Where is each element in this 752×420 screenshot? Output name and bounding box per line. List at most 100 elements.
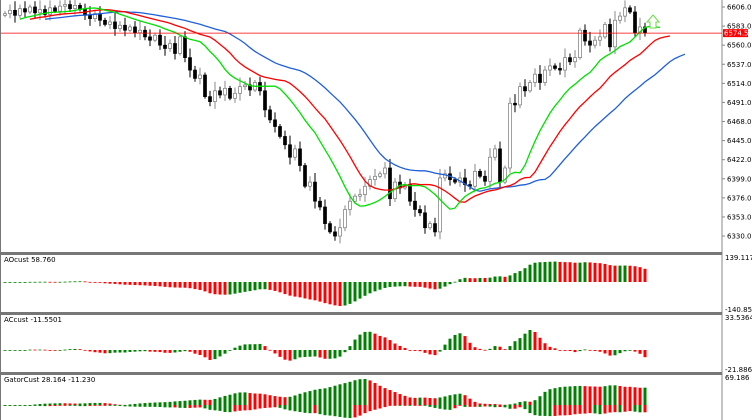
axis-tick-label: 6399.00 — [727, 175, 752, 183]
ao-bar — [223, 282, 227, 295]
axis-tick-label: 6560.00 — [727, 42, 752, 50]
ao-bar — [538, 262, 542, 282]
ao-bar — [418, 282, 422, 287]
bear-candle — [478, 170, 482, 177]
ao-bar — [98, 282, 102, 283]
gator-lower-bar — [468, 405, 472, 407]
ac-bar — [568, 350, 572, 352]
gator-lower-bar — [308, 405, 312, 414]
gator-lower-bar — [513, 405, 517, 409]
gator-lower-bar — [398, 405, 402, 406]
gator-lower-bar — [113, 405, 117, 406]
ao-bar — [83, 281, 87, 283]
bear-candle — [163, 44, 167, 49]
gator-upper-bar — [518, 401, 522, 405]
gator-lower-bar — [578, 405, 582, 414]
bear-candle — [313, 181, 317, 202]
gator-upper-bar — [208, 399, 212, 405]
ac-bar — [348, 346, 352, 350]
bear-candle — [193, 69, 197, 79]
bull-candle — [293, 148, 297, 158]
gator-upper-bar — [43, 403, 47, 405]
ao-bar — [243, 282, 247, 292]
ac-bar — [463, 336, 467, 350]
gator-upper-bar — [428, 398, 432, 405]
gator-upper-bar — [258, 393, 262, 405]
pane-separator — [0, 252, 722, 255]
gator-upper-bar — [78, 403, 82, 405]
ao-bar — [163, 282, 167, 287]
alligator-lips-line — [19, 7, 661, 210]
bear-candle — [283, 136, 287, 146]
gator-upper-bar — [418, 397, 422, 405]
gator-lower-bar — [3, 405, 7, 406]
ac-bar — [543, 343, 547, 350]
ac-bar — [303, 350, 307, 357]
gator-lower-bar — [38, 405, 42, 407]
ac-bar — [293, 350, 297, 360]
bull-candle — [428, 223, 432, 229]
gator-upper-bar — [83, 403, 87, 405]
bull-candle — [168, 43, 172, 49]
ac-bar — [178, 350, 182, 352]
ac-bar — [608, 350, 612, 356]
gator-max-label: 69.186 — [725, 374, 750, 382]
gator-lower-bar — [333, 405, 337, 417]
gator-upper-bar — [558, 387, 562, 405]
bull-candle — [48, 7, 52, 15]
gator-lower-bar — [73, 405, 77, 406]
ao-bar — [638, 267, 642, 282]
axis-tick-label: 6606.00 — [727, 4, 752, 12]
ac-bar — [73, 348, 77, 350]
ao-bar — [13, 282, 17, 283]
ac-bar — [108, 350, 112, 354]
bull-candle — [38, 9, 42, 14]
gator-upper-bar — [488, 404, 492, 405]
gator-upper-bar — [313, 389, 317, 405]
gator-upper-bar — [383, 388, 387, 405]
ao-bar — [473, 278, 477, 282]
bull-candle — [338, 227, 342, 237]
ao-bar — [73, 281, 77, 283]
gator-lower-bar — [353, 405, 357, 418]
gator-lower-bar — [263, 405, 267, 408]
gator-upper-bar — [93, 402, 97, 405]
gator-lower-bar — [363, 405, 367, 414]
bull-candle — [573, 57, 577, 63]
gator-lower-bar — [443, 405, 447, 410]
ac-bar — [448, 338, 452, 350]
gator-upper-bar — [618, 386, 622, 405]
ao-bar — [458, 279, 462, 282]
gator-upper-bar — [373, 383, 377, 405]
gator-upper-bar — [88, 403, 92, 405]
gator-upper-bar — [198, 399, 202, 405]
bull-candle — [353, 195, 357, 202]
gator-upper-bar — [193, 399, 197, 405]
gator-upper-bar — [303, 392, 307, 405]
bear-candle — [228, 87, 232, 99]
ac-bar — [8, 350, 12, 351]
gator-label: GatorCust 28.164 -11.230 — [4, 376, 95, 384]
ao-bar — [273, 282, 277, 291]
ao-bar — [363, 282, 367, 296]
gator-upper-bar — [368, 380, 372, 405]
gator-upper-bar — [103, 403, 107, 405]
bear-candle — [538, 73, 542, 83]
ao-bar — [308, 282, 312, 300]
ao-bar — [108, 282, 112, 284]
ac-bar — [573, 350, 577, 353]
gator-upper-bar — [353, 380, 357, 405]
bear-candle — [433, 223, 437, 233]
ao-bar — [248, 282, 252, 292]
gator-lower-bar — [83, 405, 87, 407]
bear-candle — [628, 7, 632, 13]
ao-bar — [323, 282, 327, 304]
bull-candle — [198, 74, 202, 79]
gator-upper-bar — [598, 386, 602, 405]
ao-bar — [143, 282, 147, 286]
gator-upper-bar — [388, 390, 392, 405]
gator-upper-bar — [638, 387, 642, 405]
bear-candle — [203, 74, 207, 97]
ao-bar — [48, 281, 52, 283]
